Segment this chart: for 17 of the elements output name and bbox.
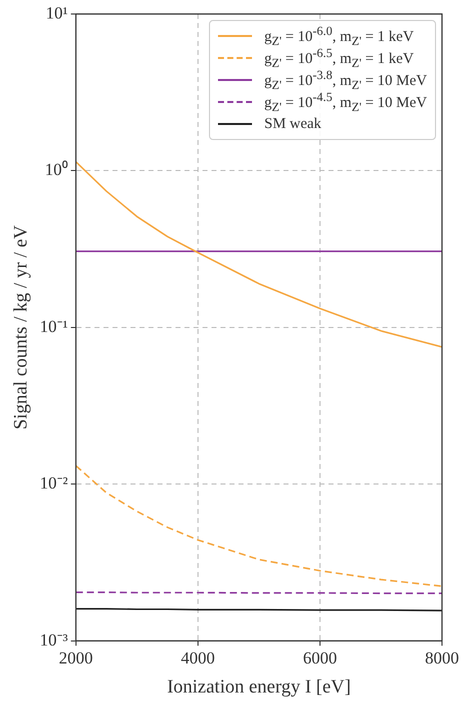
legend-label: g$_{Z'}$ = 10$^{-4.5}$, m$_{Z'}$ = 10 MeV — [264, 90, 427, 114]
x-tick-label: 8000 — [425, 648, 459, 668]
legend-label: g$_{Z'}$ = 10$^{-6.5}$, m$_{Z'}$ = 1 keV — [264, 46, 414, 70]
legend-label: g$_{Z'}$ = 10$^{-3.8}$, m$_{Z'}$ = 10 MeV — [264, 68, 427, 92]
y-tick-label: 10⁻³ — [40, 630, 68, 650]
y-tick-label: 10⁻² — [40, 474, 68, 493]
x-tick-label: 2000 — [58, 648, 93, 668]
y-axis-title: Signal counts / kg / yr / eV — [10, 225, 32, 430]
legend-label: g$_{Z'}$ = 10$^{-6.0}$, m$_{Z'}$ = 1 keV — [264, 24, 414, 48]
y-tick-label: 10⁻¹ — [40, 316, 68, 336]
y-tick-label: 10¹ — [46, 3, 68, 22]
legend-label: SM weak — [264, 116, 322, 132]
x-axis-title: Ionization energy I [eV] — [167, 676, 351, 698]
line-series — [76, 464, 442, 588]
y-tick-label: 10⁰ — [44, 160, 68, 180]
x-tick-label: 4000 — [180, 648, 215, 668]
x-tick-label: 6000 — [302, 648, 337, 668]
